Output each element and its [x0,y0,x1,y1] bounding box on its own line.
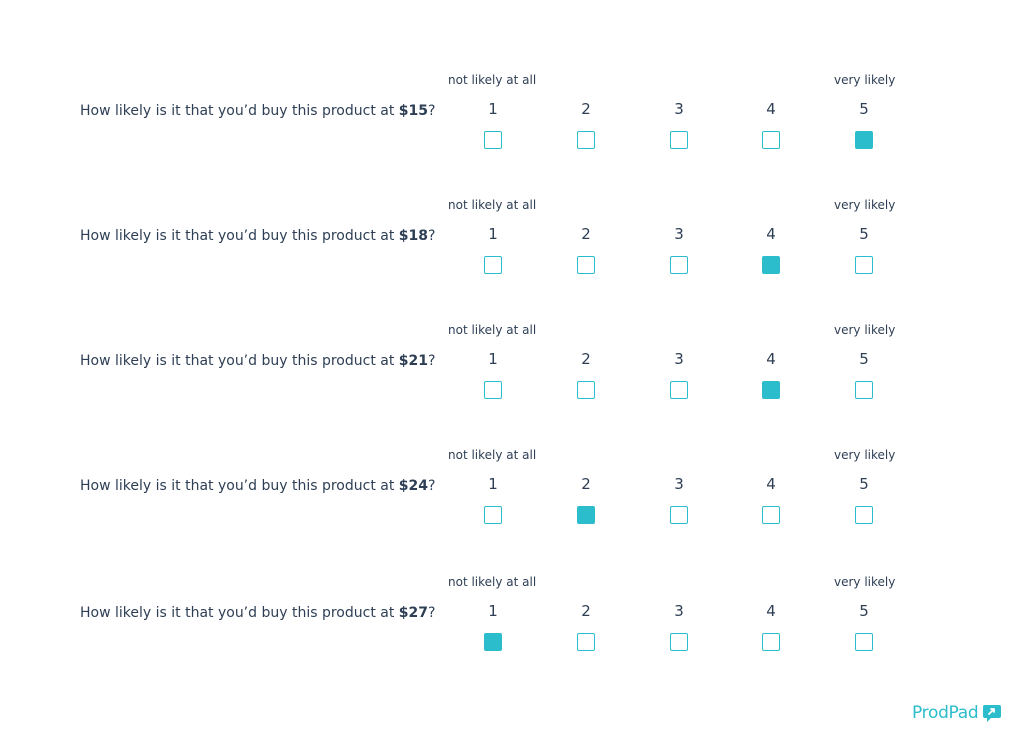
rating-number: 4 [766,602,776,620]
scale-high-label: very likely [834,198,896,212]
scale-low-label: not likely at all [448,73,537,87]
question-prefix: How likely is it that you’d buy this pro… [80,103,399,119]
rating-checkbox-1[interactable] [484,256,502,274]
rating-number: 1 [488,602,498,620]
rating-checkbox-4[interactable] [762,506,780,524]
rating-number: 2 [581,602,591,620]
rating-number: 4 [766,350,776,368]
rating-checkbox-5[interactable] [855,256,873,274]
rating-number: 3 [674,225,684,243]
rating-checkbox-5[interactable] [855,506,873,524]
brand-name: ProdPad [912,703,979,723]
rating-checkbox-5[interactable] [855,381,873,399]
prodpad-logo-icon [983,705,1002,722]
question-text: How likely is it that you’d buy this pro… [80,227,435,245]
scale-high-label: very likely [834,323,896,337]
question-suffix: ? [428,103,436,119]
rating-checkbox-3[interactable] [670,633,688,651]
rating-number: 4 [766,475,776,493]
question-row: not likely at all very likely How likely i… [0,448,1024,555]
rating-checkbox-4[interactable] [762,131,780,149]
scale-low-label: not likely at all [448,575,537,589]
scale-high-label: very likely [834,575,896,589]
rating-checkbox-5[interactable] [855,633,873,651]
rating-number: 3 [674,100,684,118]
question-prefix: How likely is it that you’d buy this pro… [80,478,399,494]
rating-number: 2 [581,475,591,493]
rating-number: 5 [859,602,869,620]
rating-number: 3 [674,350,684,368]
question-prefix: How likely is it that you’d buy this pro… [80,605,399,621]
rating-number: 5 [859,225,869,243]
scale-high-label: very likely [834,448,896,462]
question-row: not likely at all very likely How likely i… [0,198,1024,305]
question-prefix: How likely is it that you’d buy this pro… [80,228,399,244]
scale-high-label: very likely [834,73,896,87]
question-price: $27 [398,605,429,621]
rating-number: 5 [859,350,869,368]
question-suffix: ? [428,353,436,369]
rating-checkbox-3[interactable] [670,381,688,399]
rating-checkbox-3[interactable] [670,256,688,274]
rating-checkbox-2[interactable] [577,131,595,149]
rating-number: 4 [766,100,776,118]
rating-checkbox-2[interactable] [577,506,595,524]
rating-number: 3 [674,602,684,620]
rating-checkbox-2[interactable] [577,381,595,399]
rating-number: 2 [581,225,591,243]
question-text: How likely is it that you’d buy this pro… [80,102,435,120]
rating-number: 3 [674,475,684,493]
rating-checkbox-1[interactable] [484,131,502,149]
rating-number: 2 [581,350,591,368]
question-suffix: ? [428,228,436,244]
rating-checkbox-1[interactable] [484,633,502,651]
brand-logo: ProdPad [912,702,1002,724]
rating-checkbox-2[interactable] [577,633,595,651]
question-text: How likely is it that you’d buy this pro… [80,352,435,370]
question-price: $15 [398,103,429,119]
rating-checkbox-4[interactable] [762,633,780,651]
rating-number: 5 [859,475,869,493]
question-text: How likely is it that you’d buy this pro… [80,604,435,622]
rating-checkbox-1[interactable] [484,381,502,399]
question-suffix: ? [428,478,436,494]
rating-checkbox-1[interactable] [484,506,502,524]
rating-number: 1 [488,350,498,368]
question-suffix: ? [428,605,436,621]
question-price: $18 [398,228,429,244]
rating-checkbox-5[interactable] [855,131,873,149]
question-prefix: How likely is it that you’d buy this pro… [80,353,399,369]
rating-checkbox-4[interactable] [762,381,780,399]
scale-low-label: not likely at all [448,448,537,462]
rating-number: 1 [488,225,498,243]
rating-checkbox-3[interactable] [670,506,688,524]
scale-low-label: not likely at all [448,323,537,337]
rating-number: 5 [859,100,869,118]
question-price: $21 [398,353,429,369]
rating-number: 1 [488,100,498,118]
rating-checkbox-4[interactable] [762,256,780,274]
question-row: not likely at all very likely How likely i… [0,323,1024,430]
question-text: How likely is it that you’d buy this pro… [80,477,435,495]
rating-checkbox-2[interactable] [577,256,595,274]
question-row: not likely at all very likely How likely i… [0,73,1024,180]
question-row: not likely at all very likely How likely i… [0,575,1024,682]
rating-number: 4 [766,225,776,243]
scale-low-label: not likely at all [448,198,537,212]
rating-number: 1 [488,475,498,493]
question-price: $24 [398,478,429,494]
rating-checkbox-3[interactable] [670,131,688,149]
rating-number: 2 [581,100,591,118]
